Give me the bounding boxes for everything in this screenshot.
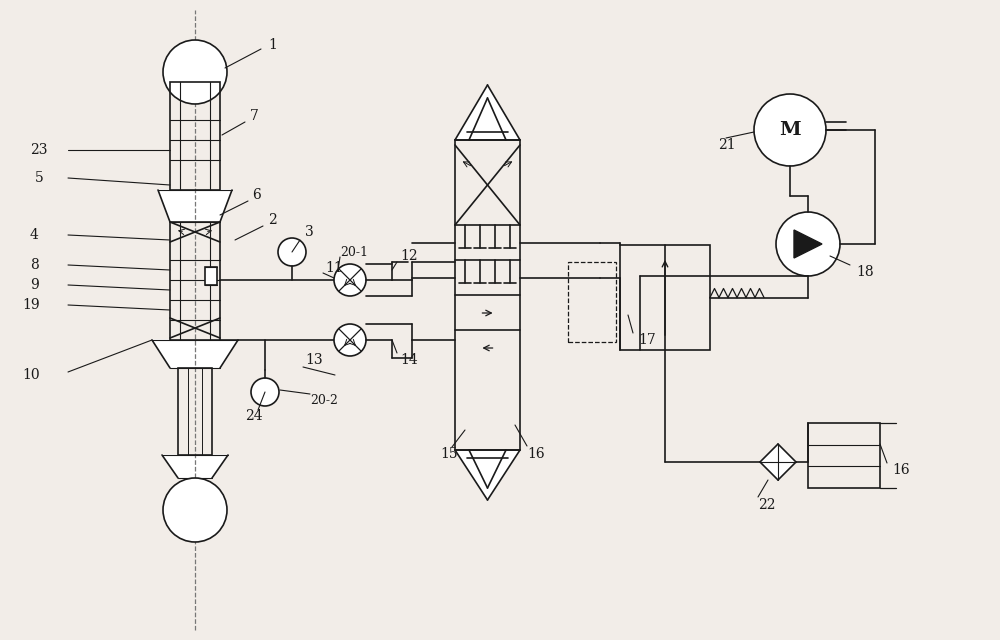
Text: 9: 9 [30, 278, 39, 292]
Text: 14: 14 [400, 353, 418, 367]
Bar [170, 222, 220, 340]
Text: 22: 22 [758, 498, 776, 512]
Text: 8: 8 [30, 258, 39, 272]
Text: 12: 12 [400, 249, 418, 263]
Circle shape [251, 378, 279, 406]
Polygon shape [158, 190, 232, 222]
Text: 7: 7 [250, 109, 259, 123]
Circle shape [163, 40, 227, 104]
Text: 17: 17 [638, 333, 656, 347]
Circle shape [163, 478, 227, 542]
Circle shape [776, 212, 840, 276]
Text: 11: 11 [325, 261, 343, 275]
Text: 20-2: 20-2 [310, 394, 338, 406]
Bar [170, 82, 220, 190]
Polygon shape [152, 340, 238, 368]
Bar [205, 267, 217, 285]
Text: 16: 16 [527, 447, 545, 461]
Polygon shape [455, 85, 520, 140]
Circle shape [334, 264, 366, 296]
Text: 3: 3 [305, 225, 314, 239]
Text: 18: 18 [856, 265, 874, 279]
Text: 19: 19 [22, 298, 40, 312]
Text: 16: 16 [892, 463, 910, 477]
Bar [178, 368, 212, 455]
Text: 21: 21 [718, 138, 736, 152]
Bar [620, 245, 710, 350]
Text: M: M [779, 121, 801, 139]
Text: 6: 6 [252, 188, 261, 202]
Text: 10: 10 [22, 368, 40, 382]
Polygon shape [162, 455, 228, 478]
Text: 24: 24 [245, 409, 263, 423]
Text: 13: 13 [305, 353, 323, 367]
Polygon shape [794, 230, 822, 258]
Text: 23: 23 [30, 143, 48, 157]
Polygon shape [455, 450, 520, 500]
Text: 20-1: 20-1 [340, 246, 368, 259]
Circle shape [278, 238, 306, 266]
Text: 15: 15 [440, 447, 458, 461]
Bar [808, 423, 880, 488]
Bar [568, 262, 616, 342]
Circle shape [754, 94, 826, 166]
Circle shape [334, 324, 366, 356]
Text: 1: 1 [268, 38, 277, 52]
Text: 4: 4 [30, 228, 39, 242]
Polygon shape [760, 444, 796, 480]
Bar [455, 140, 520, 450]
Text: 2: 2 [268, 213, 277, 227]
Text: 5: 5 [35, 171, 44, 185]
